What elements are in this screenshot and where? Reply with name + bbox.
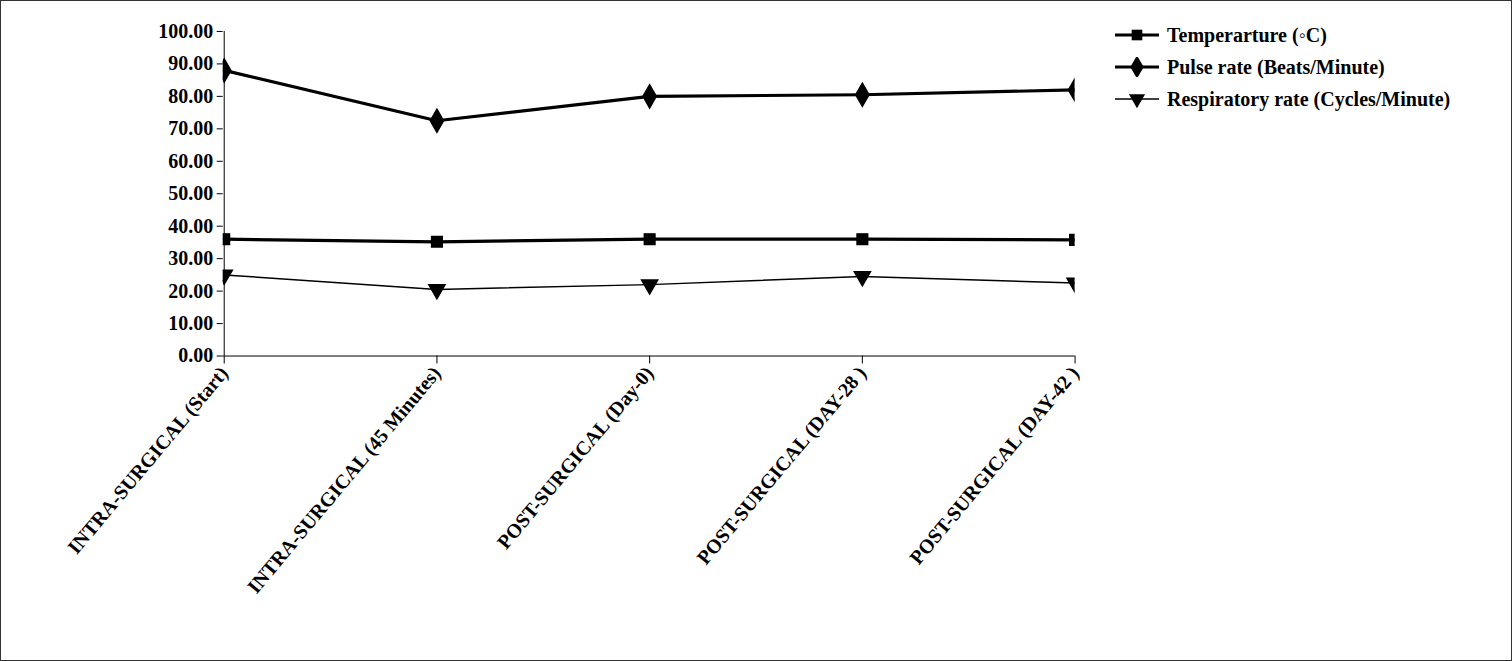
svg-text:POST-SURGICAL (DAY-28 ): POST-SURGICAL (DAY-28 ) bbox=[692, 362, 871, 569]
svg-text:POST-SURGICAL (DAY-42 ): POST-SURGICAL (DAY-42 ) bbox=[905, 362, 1084, 569]
html-text:Respiratory rate (Cycles/Minut: Respiratory rate (Cycles/Minute) bbox=[1167, 87, 1451, 110]
html-text:Pulse rate (Beats/Minute): Pulse rate (Beats/Minute) bbox=[1167, 55, 1385, 78]
svg-text:0.00: 0.00 bbox=[178, 344, 213, 366]
svg-text:POST-SURGICAL (Day-0): POST-SURGICAL (Day-0) bbox=[493, 362, 659, 553]
svg-text:INTRA-SURGICAL (Start): INTRA-SURGICAL (Start) bbox=[63, 362, 233, 558]
html-text:Temperarture (◦C): Temperarture (◦C) bbox=[1167, 23, 1327, 46]
svg-text:100.00: 100.00 bbox=[158, 20, 213, 42]
svg-text:70.00: 70.00 bbox=[168, 117, 213, 139]
svg-text:90.00: 90.00 bbox=[168, 52, 213, 74]
svg-text:40.00: 40.00 bbox=[168, 215, 213, 237]
svg-text:80.00: 80.00 bbox=[168, 85, 213, 107]
svg-text:30.00: 30.00 bbox=[168, 247, 213, 269]
svg-text:10.00: 10.00 bbox=[168, 312, 213, 334]
svg-text:60.00: 60.00 bbox=[168, 150, 213, 172]
svg-text:50.00: 50.00 bbox=[168, 182, 213, 204]
svg-text:20.00: 20.00 bbox=[168, 280, 213, 302]
svg-text:INTRA-SURGICAL (45 Minutes): INTRA-SURGICAL (45 Minutes) bbox=[243, 362, 446, 598]
